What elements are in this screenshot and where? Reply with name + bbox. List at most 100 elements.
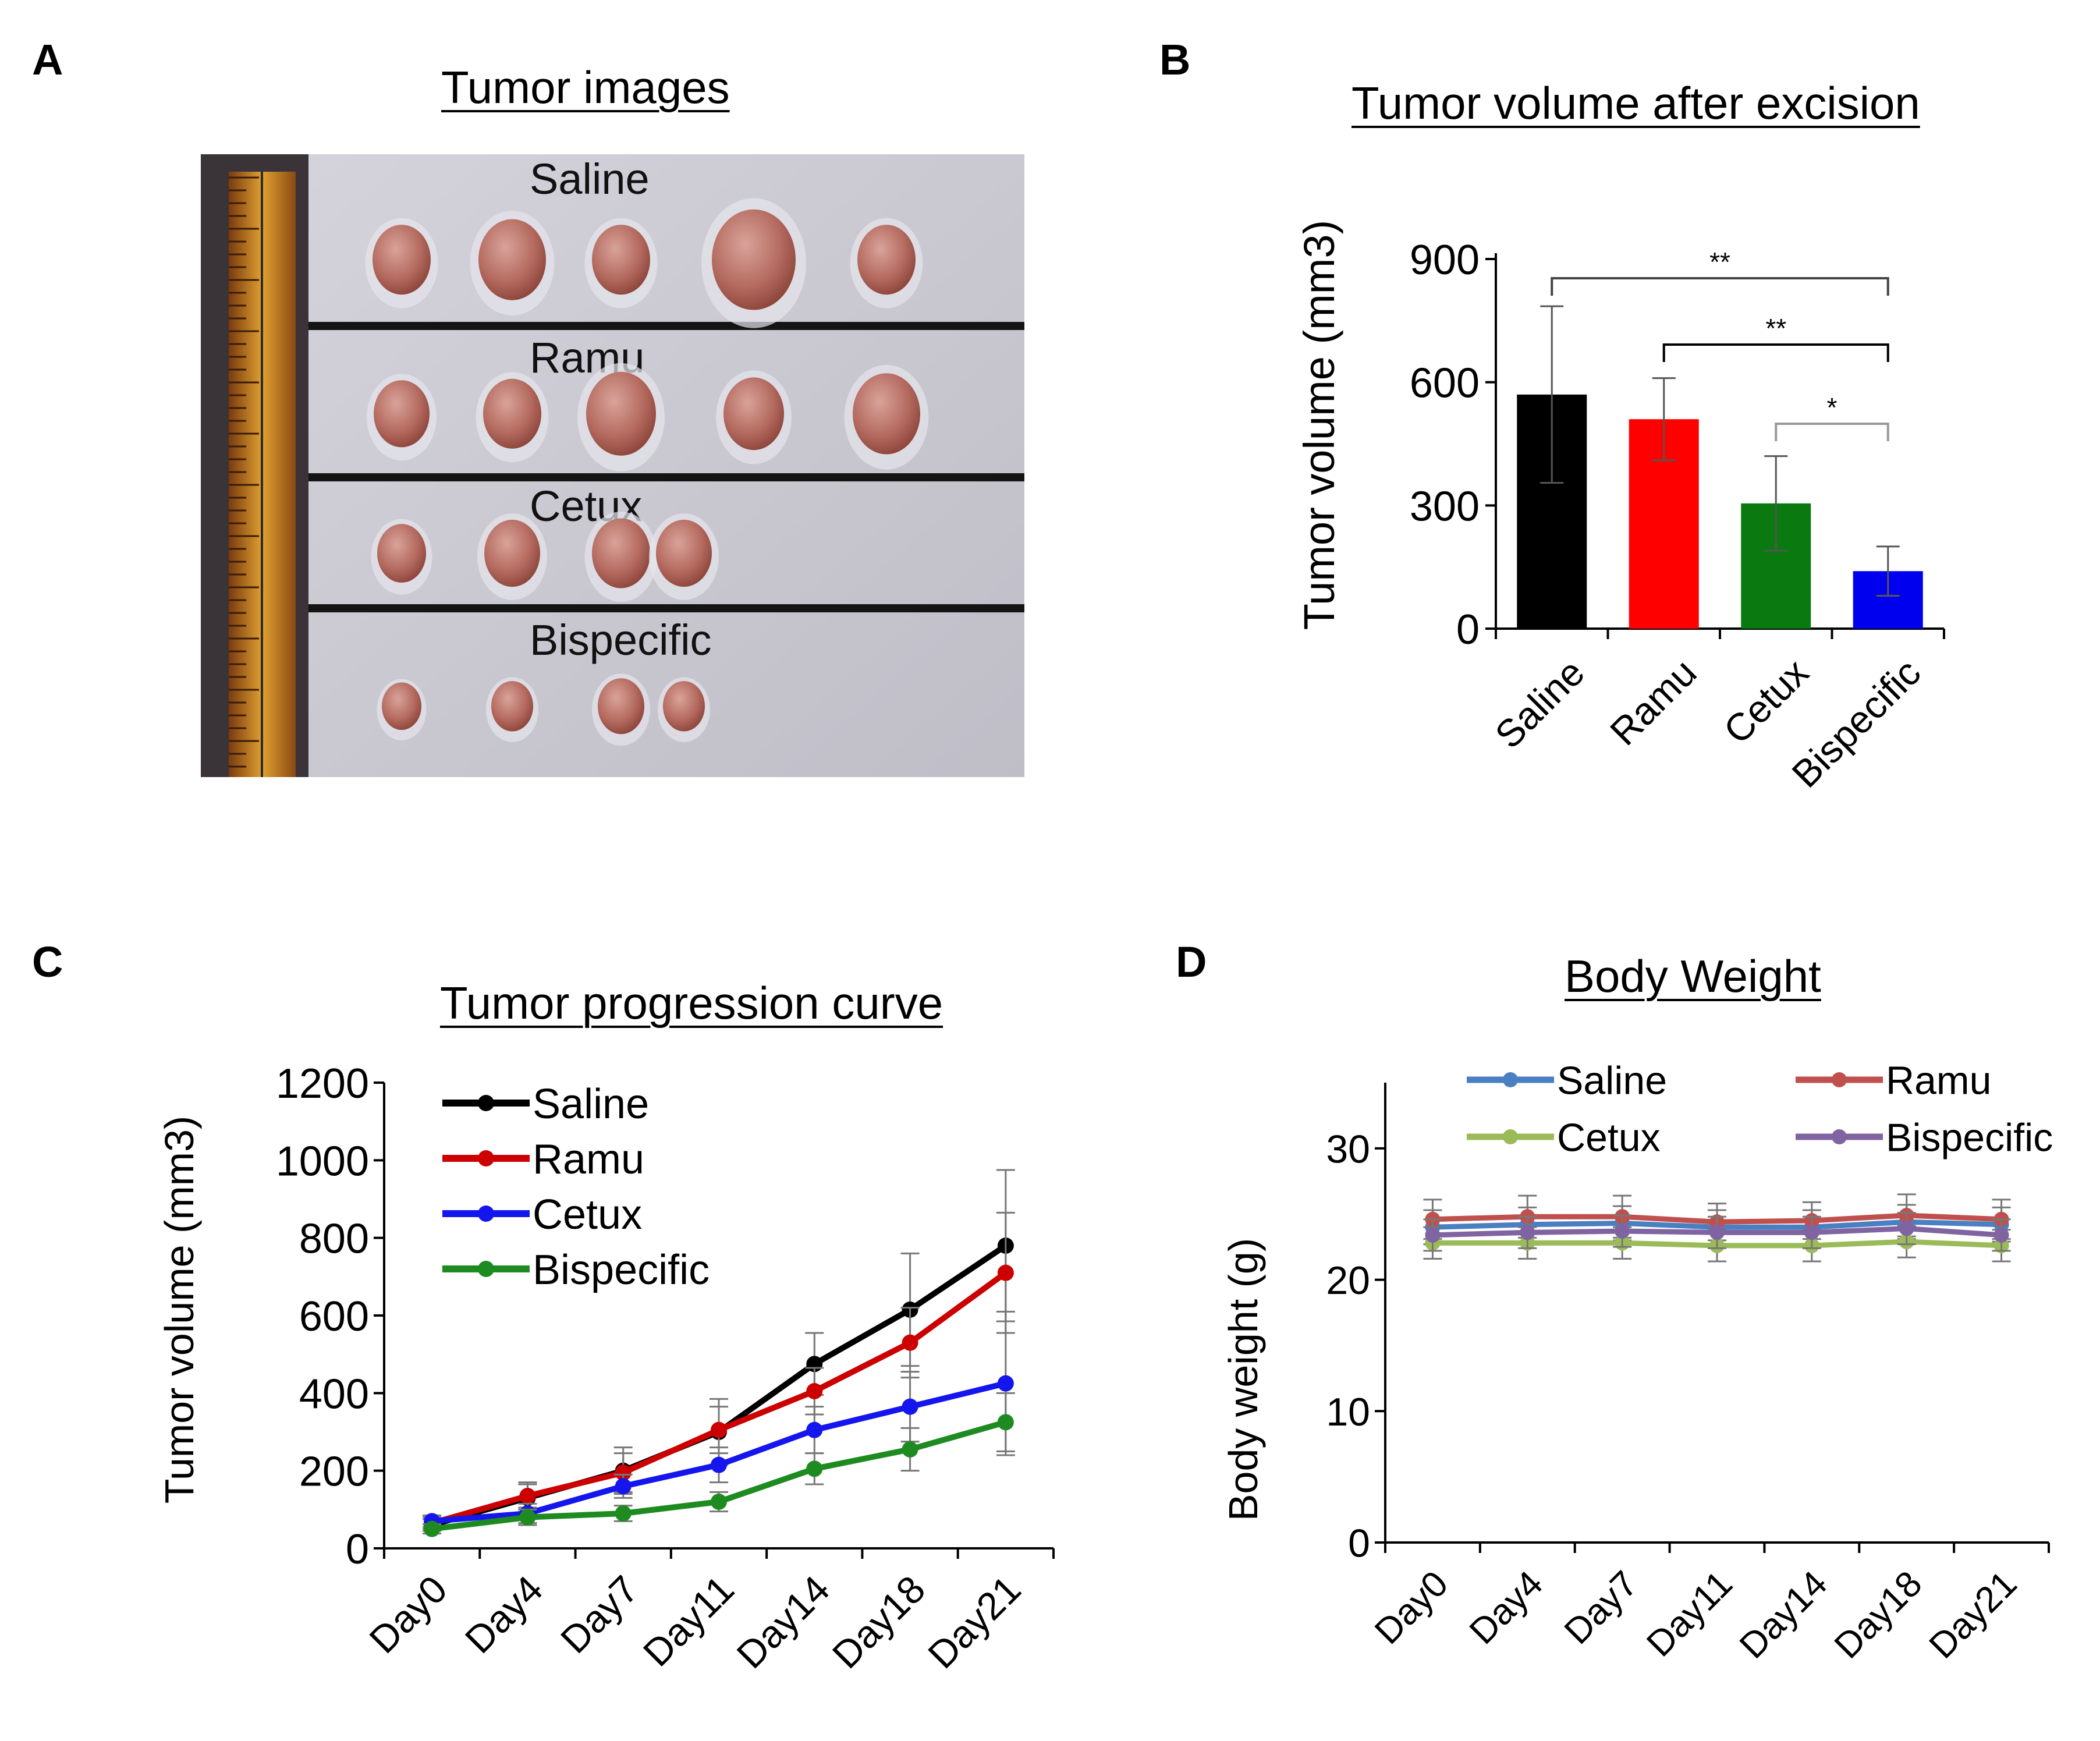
- data-point: [806, 1383, 823, 1399]
- tumor-ramu: [483, 378, 541, 449]
- data-point: [1520, 1225, 1535, 1240]
- data-point: [615, 1478, 632, 1495]
- x-label-cetux: Cetux: [1715, 651, 1817, 752]
- legend-swatch-marker: [478, 1205, 494, 1222]
- series-line: [431, 1270, 1008, 1526]
- significance-bracket: [1775, 423, 1889, 441]
- data-point: [806, 1421, 823, 1438]
- chart-d-y-axis-label: Body weight (g): [1221, 1238, 1266, 1521]
- chart-d-series: [1423, 1193, 2011, 1263]
- panel-a-title: Tumor images: [441, 62, 730, 113]
- data-point: [997, 1414, 1014, 1431]
- data-point: [1993, 1227, 2009, 1243]
- chart-b-y-tick-label: 0: [1456, 607, 1480, 653]
- chart-b-significance: *****: [1551, 247, 1889, 441]
- group-label-saline: Saline: [530, 155, 650, 203]
- row-divider: [308, 604, 1024, 612]
- data-point: [615, 1465, 632, 1481]
- panel-letter-b: B: [1159, 36, 1191, 84]
- significance-label: **: [1709, 247, 1730, 277]
- data-point: [1425, 1227, 1441, 1243]
- chartD-y-tick-label: 20: [1326, 1258, 1370, 1303]
- legend-swatch-marker: [478, 1261, 494, 1277]
- data-point: [711, 1421, 727, 1438]
- chart-d-line: Body weight (g) 0 10 20 30 Saline Ramu Cetux B…: [1221, 1058, 2053, 1666]
- tumor-ramu: [586, 371, 656, 456]
- data-point: [711, 1456, 727, 1473]
- chart-b-y-tick-label: 600: [1410, 360, 1480, 407]
- tumor-ramu: [723, 377, 784, 451]
- chartD-y-tick-label: 30: [1326, 1127, 1370, 1171]
- legend-label-bispecific: Bispecific: [1886, 1115, 2053, 1160]
- tumor-saline: [857, 225, 916, 295]
- chartC-y-tick-label: 800: [299, 1216, 369, 1263]
- significance-bracket: [1662, 343, 1889, 362]
- chartC-y-tick-label: 400: [299, 1371, 369, 1417]
- chart-c-series: [423, 1169, 1015, 1537]
- legend-label-bispecific: Bispecific: [533, 1247, 710, 1293]
- tumor-saline: [592, 225, 650, 295]
- chartC-y-tick-label: 600: [299, 1293, 369, 1340]
- chart-c-axes: 0 200 400 600 800 1000 1200: [276, 1061, 1055, 1573]
- data-point: [997, 1264, 1014, 1281]
- x-label-saline: Saline: [1487, 651, 1592, 757]
- significance-label: *: [1827, 392, 1838, 423]
- chart-c-line: Tumor volume (mm3) 0 200 400 600 800 1000 1200…: [157, 1061, 1055, 1677]
- tumor-bispecific: [598, 678, 644, 735]
- data-point: [1804, 1225, 1819, 1240]
- chartC-x-label-day0: Day0: [361, 1568, 456, 1662]
- chartC-x-label-day18: Day18: [824, 1568, 934, 1677]
- chartC-series-ramu: [423, 1211, 1015, 1531]
- chart-c-legend: Saline Ramu Cetux Bispecific: [442, 1081, 710, 1293]
- legend-label-saline: Saline: [1557, 1058, 1667, 1102]
- chart-b-bars: [1517, 305, 1923, 629]
- panel-c-title: Tumor progression curve: [440, 977, 943, 1029]
- legend-label-cetux: Cetux: [1557, 1115, 1661, 1160]
- chartD-x-label-day4: Day4: [1462, 1563, 1551, 1652]
- chartD-x-label-day0: Day0: [1367, 1563, 1456, 1652]
- chartC-x-label-day11: Day11: [635, 1568, 742, 1675]
- data-point: [806, 1460, 823, 1477]
- tumor-cetux: [484, 519, 540, 587]
- chart-d-axes: 0 10 20 30: [1326, 1083, 2050, 1565]
- chartD-x-label-day11: Day11: [1639, 1563, 1740, 1664]
- data-point: [519, 1488, 536, 1504]
- chartC-series-bispecific: [423, 1392, 1015, 1537]
- tumor-saline: [712, 209, 796, 310]
- data-point: [711, 1494, 727, 1510]
- tumors: [365, 198, 929, 746]
- chartC-x-label-day21: Day21: [920, 1568, 1030, 1677]
- data-point: [519, 1509, 536, 1526]
- tumor-cetux: [377, 524, 426, 583]
- ruler-ticks: [229, 172, 263, 777]
- chartC-x-label-day14: Day14: [729, 1568, 838, 1677]
- group-label-bispecific: Bispecific: [530, 616, 712, 664]
- panel-letter-a: A: [32, 36, 63, 84]
- data-point: [1615, 1224, 1630, 1239]
- legend-swatch-marker: [1503, 1072, 1518, 1087]
- tumor-ramu: [853, 373, 920, 455]
- chart-b-y-axis-label: Tumor volume (mm3): [1295, 220, 1343, 630]
- data-point: [902, 1441, 918, 1458]
- chartC-y-tick-label: 200: [299, 1449, 369, 1495]
- chart-b-y-tick-label: 900: [1410, 237, 1480, 283]
- panel-letter-c: C: [32, 938, 63, 986]
- chart-b-y-tick-label: 300: [1410, 483, 1480, 530]
- data-point: [1899, 1221, 1914, 1236]
- data-point: [902, 1334, 918, 1351]
- chartC-x-label-day7: Day7: [553, 1568, 647, 1662]
- legend-label-ramu: Ramu: [1886, 1058, 1991, 1102]
- tumor-cetux: [592, 518, 650, 588]
- chartC-y-tick-label: 0: [346, 1526, 369, 1573]
- tumor-saline: [478, 219, 546, 300]
- legend-swatch-marker: [1832, 1129, 1847, 1144]
- significance-bracket: [1551, 277, 1889, 296]
- significance-label: **: [1765, 313, 1786, 343]
- legend-label-cetux: Cetux: [533, 1192, 642, 1238]
- chartD-y-tick-label: 10: [1326, 1390, 1370, 1434]
- tumor-bispecific: [382, 682, 421, 730]
